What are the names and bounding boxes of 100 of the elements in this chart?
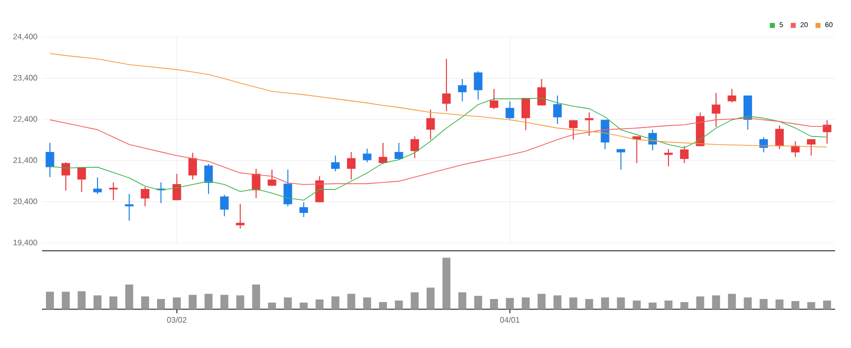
candlestick — [268, 169, 276, 186]
bar — [94, 295, 102, 310]
candlestick — [759, 136, 768, 153]
bar — [569, 297, 578, 310]
y-tick-label: 19,400 — [14, 240, 38, 246]
bar — [316, 300, 324, 310]
candlestick — [806, 138, 816, 156]
bar — [760, 298, 768, 310]
candlestick — [584, 112, 594, 136]
y-tick-label: 20,400 — [13, 198, 38, 206]
bar — [823, 300, 832, 310]
candlestick — [506, 100, 514, 120]
bar — [728, 294, 736, 310]
candlestick — [252, 168, 260, 199]
candlestick — [410, 136, 419, 159]
bar — [347, 294, 356, 310]
candlestick — [284, 169, 292, 207]
candlestick — [600, 119, 610, 150]
bar — [648, 302, 657, 310]
bar — [458, 292, 466, 310]
bar — [46, 292, 54, 310]
bar — [125, 284, 134, 310]
candlestick — [77, 166, 86, 192]
bar — [585, 298, 594, 310]
bar — [331, 296, 340, 310]
candlestick — [220, 194, 229, 217]
bar — [220, 294, 228, 310]
bar — [172, 297, 181, 310]
bar — [62, 292, 70, 310]
bar — [616, 297, 625, 310]
bar — [744, 297, 752, 310]
bar — [426, 288, 435, 310]
bar — [300, 302, 308, 310]
candlestick — [109, 182, 118, 201]
bar — [442, 258, 450, 310]
bar — [78, 291, 86, 310]
candlestick — [331, 155, 340, 172]
bar — [394, 300, 403, 310]
bar — [490, 298, 498, 310]
candlestick — [46, 142, 54, 178]
candlestick — [442, 58, 451, 112]
candlestick — [775, 125, 784, 150]
candlestick — [474, 70, 482, 100]
bar — [268, 302, 276, 310]
candlestick — [140, 186, 150, 207]
bar — [696, 296, 704, 310]
bar — [807, 302, 816, 310]
y-tick-label: 24,400 — [13, 34, 38, 40]
bar — [791, 301, 800, 310]
candlestick — [616, 148, 626, 170]
candlestick — [490, 88, 498, 110]
candlestick — [62, 162, 70, 192]
bar — [522, 297, 530, 310]
bar — [204, 294, 212, 310]
bar — [712, 295, 720, 310]
candlestick — [299, 202, 308, 218]
candlestick — [458, 78, 467, 102]
bar — [252, 284, 260, 310]
candlestick — [569, 120, 578, 140]
candlestick — [680, 146, 689, 164]
y-tick-label: 23,400 — [13, 74, 38, 82]
bar — [664, 300, 672, 310]
bar — [776, 300, 784, 310]
candlestick — [172, 173, 182, 201]
candlestick — [124, 193, 134, 222]
bar — [109, 296, 118, 310]
bar — [538, 294, 546, 310]
bar — [363, 297, 372, 310]
candlestick — [188, 152, 197, 180]
bar — [141, 296, 150, 310]
bar — [601, 297, 609, 310]
candlestick — [664, 148, 673, 167]
bar — [284, 297, 292, 310]
bar — [410, 292, 419, 310]
candlestick — [712, 92, 720, 128]
x-tick-label: 03/02 — [167, 316, 186, 323]
bar — [680, 302, 688, 310]
candlestick — [728, 88, 736, 104]
y-tick-label: 22,400 — [13, 116, 38, 123]
bar — [632, 300, 641, 310]
candlestick — [362, 148, 372, 163]
bar — [236, 295, 244, 310]
candlestick — [93, 176, 102, 194]
x-tick-label: 04/01 — [500, 316, 520, 323]
candlestick — [553, 95, 562, 124]
bar — [156, 298, 165, 310]
bar — [188, 294, 197, 310]
bar — [553, 295, 562, 310]
candlestick — [378, 142, 388, 164]
candlestick — [236, 203, 245, 230]
bar — [506, 298, 514, 310]
candlestick — [394, 142, 404, 160]
y-tick-label: 21,400 — [13, 157, 38, 164]
candlestick — [537, 78, 546, 106]
candlestick — [521, 97, 530, 131]
bar — [474, 296, 482, 310]
candlestick — [426, 109, 435, 140]
bar — [379, 302, 387, 310]
candlestick — [346, 151, 356, 180]
candlestick — [204, 163, 213, 194]
